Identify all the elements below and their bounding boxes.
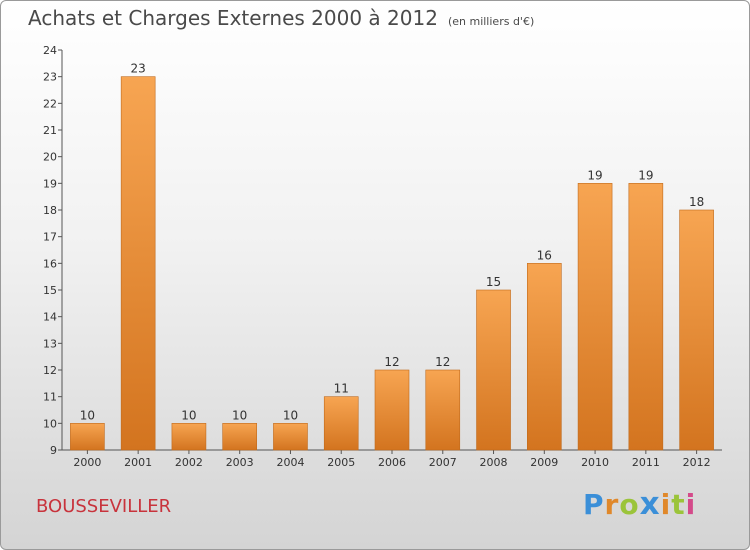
logo-letter: i <box>685 488 697 521</box>
logo-letter: x <box>639 486 661 522</box>
x-tick-label: 2002 <box>175 456 203 469</box>
bar-value-label: 23 <box>131 62 146 76</box>
bar-value-label: 10 <box>181 408 196 422</box>
x-tick-label: 2012 <box>683 456 711 469</box>
y-tick-label: 17 <box>43 231 57 244</box>
y-tick-label: 11 <box>43 391 57 404</box>
y-tick-label: 13 <box>43 337 57 350</box>
y-tick-label: 12 <box>43 364 57 377</box>
place-name: BOUSSEVILLER <box>36 496 172 517</box>
bar <box>628 183 664 451</box>
bar <box>425 369 461 451</box>
bar <box>577 183 613 451</box>
bar <box>70 423 105 451</box>
bar-value-label: 12 <box>435 355 450 369</box>
bar <box>323 396 359 451</box>
bar-value-label: 19 <box>587 168 602 182</box>
x-tick-label: 2010 <box>581 456 609 469</box>
logo-letter: P <box>583 488 605 521</box>
y-tick-label: 19 <box>43 177 57 190</box>
y-tick-label: 16 <box>43 257 57 270</box>
bar-value-label: 10 <box>283 408 298 422</box>
x-tick-label: 2003 <box>226 456 254 469</box>
bar <box>374 369 410 451</box>
x-tick-label: 2000 <box>73 456 101 469</box>
chart-title-text: Achats et Charges Externes 2000 à 2012 <box>28 6 438 30</box>
y-tick-label: 20 <box>43 151 57 164</box>
logo-letter: t <box>671 488 686 521</box>
x-tick-label: 2011 <box>632 456 660 469</box>
bar <box>476 289 511 451</box>
y-tick-label: 10 <box>43 417 57 430</box>
bar <box>171 423 207 451</box>
bar-value-label: 10 <box>232 408 247 422</box>
bar-value-label: 18 <box>689 195 704 209</box>
bar <box>120 76 156 451</box>
bar <box>527 263 562 451</box>
bar-value-label: 12 <box>384 355 399 369</box>
bar-value-label: 19 <box>638 168 653 182</box>
bar <box>679 209 714 451</box>
y-tick-label: 15 <box>43 284 57 297</box>
y-tick-label: 22 <box>43 97 57 110</box>
logo-letter: r <box>604 488 620 521</box>
x-tick-label: 2007 <box>429 456 457 469</box>
bar-value-label: 11 <box>334 382 349 396</box>
x-tick-label: 2006 <box>378 456 406 469</box>
proxiti-logo[interactable]: Proxiti <box>583 486 696 522</box>
bar-value-label: 15 <box>486 275 501 289</box>
chart-bars: 10 23 10 10 10 11 12 12 15 16 19 19 18 <box>70 62 714 451</box>
logo-letter: i <box>660 488 672 521</box>
y-tick-label: 14 <box>43 311 57 324</box>
x-tick-label: 2008 <box>480 456 508 469</box>
bar-value-label: 10 <box>80 408 95 422</box>
y-tick-label: 9 <box>50 444 57 457</box>
bar-value-label: 16 <box>537 248 552 262</box>
chart-title: Achats et Charges Externes 2000 à 2012 (e… <box>28 6 534 30</box>
x-tick-label: 2009 <box>530 456 558 469</box>
logo-letter: o <box>619 488 640 521</box>
x-tick-label: 2004 <box>276 456 304 469</box>
bar <box>222 423 257 451</box>
y-tick-label: 18 <box>43 204 57 217</box>
y-tick-label: 24 <box>43 44 57 57</box>
y-tick-label: 23 <box>43 71 57 84</box>
y-tick-label: 21 <box>43 124 57 137</box>
x-tick-label: 2005 <box>327 456 355 469</box>
bar <box>273 423 308 451</box>
x-tick-label: 2001 <box>124 456 152 469</box>
chart-subtitle: (en milliers d'€) <box>447 15 535 28</box>
